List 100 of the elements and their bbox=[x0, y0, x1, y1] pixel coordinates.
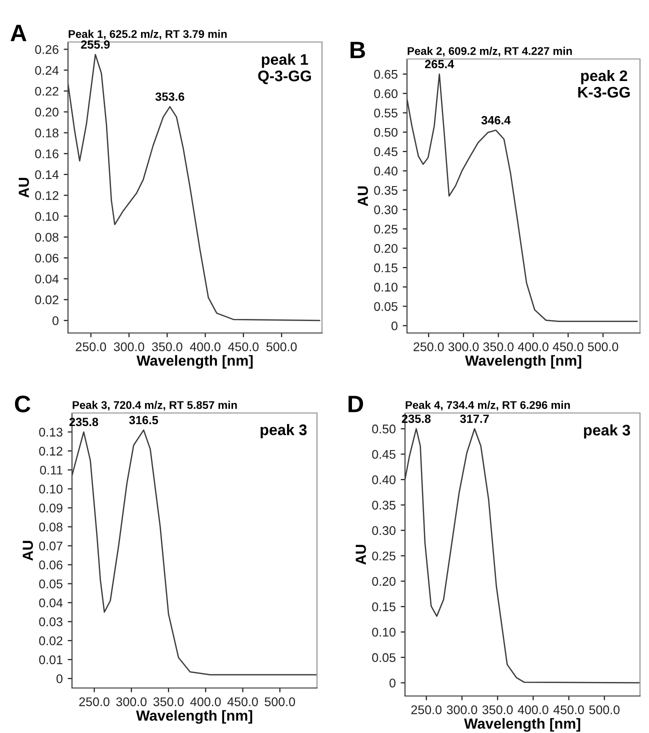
y-tick-label: 0.18 bbox=[35, 128, 58, 138]
y-tick-label: 0.20 bbox=[374, 244, 398, 253]
x-tick-label: 250.0 bbox=[411, 705, 442, 714]
y-tick-label: 0.20 bbox=[372, 576, 396, 586]
y-tick-label: 0.40 bbox=[372, 475, 396, 484]
y-tick-label: 0.35 bbox=[372, 500, 396, 510]
y-axis-title: AU bbox=[18, 178, 29, 198]
x-tick-label: 500.0 bbox=[589, 705, 620, 714]
y-tick-label: 0.60 bbox=[374, 89, 398, 98]
x-tick-label: 450.0 bbox=[227, 697, 258, 706]
y-tick-label: 0.05 bbox=[372, 653, 396, 662]
x-tick-label: 300.0 bbox=[448, 342, 479, 352]
y-tick-label: 0.20 bbox=[35, 108, 58, 117]
y-tick-label: 0.04 bbox=[35, 274, 59, 284]
y-tick-label: 0.03 bbox=[39, 617, 62, 626]
text: B bbox=[350, 42, 365, 58]
y-tick-label: 0 bbox=[52, 316, 58, 326]
y-tick-label: 0.08 bbox=[39, 522, 62, 532]
annotation: 265.4 bbox=[425, 60, 454, 68]
chart-title: Peak 4, 734.4 m/z, RT 6.296 min bbox=[406, 400, 570, 411]
annotation: peak 1 Q-3-GG bbox=[258, 54, 311, 84]
y-tick-label: 0.45 bbox=[374, 147, 398, 156]
chart-title: Peak 3, 720.4 m/z, RT 5.857 min bbox=[72, 400, 237, 411]
y-tick-label: 0.15 bbox=[372, 602, 396, 612]
x-tick-label: 400.0 bbox=[190, 697, 221, 706]
x-tick-label: 400.0 bbox=[518, 705, 548, 714]
y-tick-label: 0.02 bbox=[39, 636, 62, 646]
y-tick-label: 0.26 bbox=[35, 45, 58, 54]
y-tick-label: 0.55 bbox=[374, 108, 398, 118]
y-tick-label: 0.35 bbox=[374, 186, 398, 195]
annotation: peak 2 K-3-GG bbox=[578, 70, 630, 98]
y-tick-label: 0.12 bbox=[35, 191, 58, 200]
x-tick-label: 400.0 bbox=[190, 342, 220, 352]
annotation: 353.6 bbox=[155, 92, 184, 101]
x-tick-label: 250.0 bbox=[79, 697, 110, 706]
y-tick-label: 0 bbox=[390, 678, 396, 688]
annotation: 346.4 bbox=[481, 116, 511, 124]
text: C bbox=[14, 396, 30, 412]
y-tick-label: 0.05 bbox=[39, 579, 62, 588]
x-tick-label: 500.0 bbox=[264, 697, 296, 706]
y-axis-title: AU bbox=[22, 540, 33, 561]
x-axis-title: Wavelength [nm] bbox=[136, 710, 252, 724]
y-tick-label: 0.24 bbox=[35, 66, 59, 75]
x-tick-label: 450.0 bbox=[552, 342, 584, 352]
y-tick-label: 0 bbox=[56, 674, 62, 684]
y-tick-label: 0.02 bbox=[35, 295, 58, 304]
x-tick-label: 400.0 bbox=[518, 342, 548, 352]
chart-title: Peak 1, 625.2 m/z, RT 3.79 min bbox=[68, 30, 227, 40]
y-tick-label: 0 bbox=[392, 321, 398, 330]
x-tick-label: 450.0 bbox=[228, 342, 259, 352]
y-tick-label: 0.05 bbox=[374, 302, 398, 311]
y-tick-label: 0.10 bbox=[372, 628, 396, 637]
y-axis-title: AU bbox=[356, 544, 366, 565]
annotation: peak 3 bbox=[584, 424, 630, 439]
x-tick-label: 350.0 bbox=[482, 705, 513, 714]
annotation: 317.7 bbox=[460, 414, 489, 423]
x-tick-label: 350.0 bbox=[483, 342, 514, 352]
annotation: 255.9 bbox=[81, 40, 110, 49]
x-tick-label: 300.0 bbox=[116, 697, 147, 706]
y-tick-label: 0.13 bbox=[39, 428, 62, 437]
y-tick-label: 0.01 bbox=[39, 655, 62, 664]
x-tick-label: 500.0 bbox=[266, 342, 297, 352]
chart-title: Peak 2, 609.2 m/z, RT 4.227 min bbox=[408, 46, 572, 57]
annotation: 316.5 bbox=[129, 416, 158, 424]
y-tick-label: 0.30 bbox=[372, 526, 396, 536]
y-tick-label: 0.25 bbox=[372, 552, 396, 560]
y-tick-label: 0.50 bbox=[374, 128, 398, 137]
y-tick-label: 0.50 bbox=[372, 424, 396, 434]
x-axis-title: Wavelength [nm] bbox=[464, 718, 580, 732]
x-tick-label: 300.0 bbox=[114, 342, 144, 352]
x-axis-title: Wavelength [nm] bbox=[136, 355, 253, 369]
y-tick-label: 0.15 bbox=[374, 263, 398, 272]
y-tick-label: 0.45 bbox=[372, 450, 396, 459]
y-tick-label: 0.04 bbox=[39, 598, 63, 608]
y-tick-label: 0.14 bbox=[35, 170, 59, 180]
y-tick-label: 0.06 bbox=[35, 254, 58, 263]
y-tick-label: 0.30 bbox=[374, 205, 398, 214]
x-tick-label: 350.0 bbox=[153, 697, 184, 706]
text: A bbox=[10, 24, 26, 42]
y-tick-label: 0.06 bbox=[39, 560, 62, 570]
x-tick-label: 250.0 bbox=[76, 342, 106, 352]
y-tick-label: 0.10 bbox=[35, 212, 58, 221]
x-tick-label: 500.0 bbox=[588, 342, 618, 352]
y-tick-label: 0.10 bbox=[374, 282, 398, 292]
y-tick-label: 0.22 bbox=[35, 86, 58, 96]
y-tick-label: 0.10 bbox=[39, 484, 62, 494]
x-tick-label: 300.0 bbox=[446, 705, 478, 714]
x-tick-label: 250.0 bbox=[414, 342, 444, 352]
text: D bbox=[348, 396, 364, 412]
y-tick-label: 0.25 bbox=[374, 224, 398, 234]
x-tick-label: 350.0 bbox=[152, 342, 182, 352]
y-tick-label: 0.09 bbox=[39, 504, 62, 512]
y-tick-label: 0.08 bbox=[35, 232, 58, 242]
y-tick-label: 0.16 bbox=[35, 149, 58, 158]
x-axis-title: Wavelength [nm] bbox=[465, 355, 582, 369]
y-tick-label: 0.11 bbox=[40, 466, 62, 475]
y-tick-label: 0.40 bbox=[374, 166, 398, 176]
y-axis-title: AU bbox=[358, 186, 368, 206]
annotation: peak 3 bbox=[260, 424, 307, 438]
x-tick-label: 450.0 bbox=[553, 705, 584, 714]
